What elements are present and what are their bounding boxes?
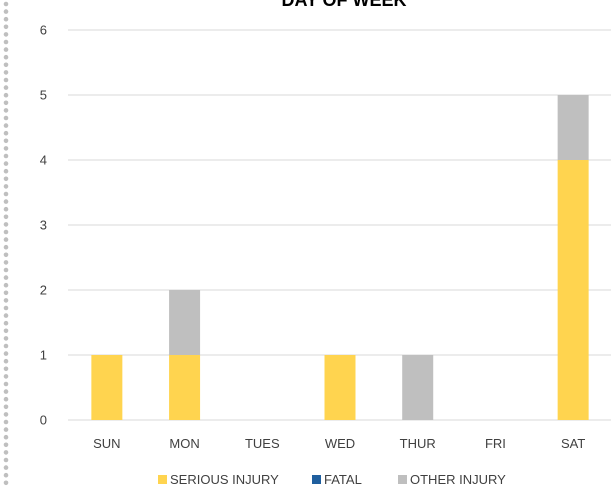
border-dot [3,229,9,235]
border-dot [3,1,9,7]
y-tick-label: 5 [40,88,47,103]
border-dot [3,290,9,296]
border-dot [3,9,9,14]
legend: SERIOUS INJURY FATAL OTHER INJURY [158,472,506,487]
border-dot [3,419,9,425]
border-dot [3,457,9,463]
border-dot [3,237,9,242]
y-tick-label: 3 [40,218,47,233]
border-dot [3,138,9,144]
border-dot [3,450,9,455]
border-dot [3,123,9,128]
border-dot [3,168,9,174]
gridlines [68,29,611,421]
border-dot [3,153,9,159]
border-dot [3,480,9,486]
x-tick-label: MON [169,436,199,451]
legend-swatch [398,475,407,484]
border-dot [3,130,9,136]
border-dot [3,374,9,379]
border-dot [3,100,9,106]
border-dot [3,434,9,440]
border-dot [3,85,9,90]
y-tick-label: 1 [40,348,47,363]
border-dot [3,184,9,189]
border-dot [3,343,9,349]
y-tick-label: 0 [40,413,47,428]
border-dot [3,108,9,113]
border-dot [3,404,9,410]
border-dot [3,146,9,151]
border-dot [3,320,9,326]
border-dot [3,465,9,470]
border-dot [3,32,9,37]
border-dot [3,396,9,402]
y-tick-label: 6 [40,23,47,38]
border-dot [3,176,9,182]
border-dot [3,16,9,22]
border-dot [3,54,9,60]
border-dot [3,115,9,121]
border-dot [3,442,9,448]
border-dot [3,313,9,318]
bar-segment [557,160,589,420]
border-dot [3,92,9,98]
y-tick-label: 4 [40,153,47,168]
x-tick-label: THUR [400,436,436,451]
border-dot [3,24,9,30]
bar-segment [169,355,201,420]
border-dot [3,412,9,417]
x-tick-label: TUES [245,436,280,451]
border-dot [3,358,9,364]
border-dot [3,381,9,387]
legend-label: SERIOUS INJURY [170,472,279,487]
chart-title: DAY OF WEEK [281,0,406,10]
border-dot [3,260,9,265]
border-dot [3,244,9,250]
border-dot [3,77,9,83]
border-dot [3,267,9,273]
x-tick-label: SUN [93,436,120,451]
bar-segment [402,355,434,420]
border-dot [3,252,9,258]
y-tick-label: 2 [40,283,47,298]
border-dot [3,62,9,68]
border-dot [3,222,9,227]
x-tick-label: WED [325,436,355,451]
border-dot [3,70,9,75]
border-dot [3,161,9,166]
legend-swatch [312,475,321,484]
x-tick-label: FRI [485,436,506,451]
border-dot [3,214,9,220]
chart-left-border-dots [3,1,9,486]
legend-swatch [158,475,167,484]
border-dot [3,427,9,432]
x-axis-tick-labels: SUN MON TUES WED THUR FRI SAT [93,436,585,451]
legend-label: OTHER INJURY [410,472,506,487]
bar-segment [324,355,356,420]
border-dot [3,191,9,197]
border-dot [3,47,9,52]
border-dot [3,39,9,45]
border-dot [3,366,9,372]
border-dot [3,389,9,394]
border-dot [3,298,9,303]
border-dot [3,472,9,478]
legend-label: FATAL [324,472,362,487]
border-dot [3,328,9,334]
bar-segment [169,290,201,355]
bar-segment [91,355,123,420]
x-tick-label: SAT [561,436,585,451]
bar-segment [557,95,589,160]
border-dot [3,282,9,288]
border-dot [3,206,9,212]
y-axis-tick-labels: 0 1 2 3 4 5 6 [40,23,47,428]
bars [91,95,589,420]
border-dot [3,199,9,204]
border-dot [3,305,9,311]
border-dot [3,275,9,280]
border-dot [3,351,9,356]
border-dot [3,336,9,341]
